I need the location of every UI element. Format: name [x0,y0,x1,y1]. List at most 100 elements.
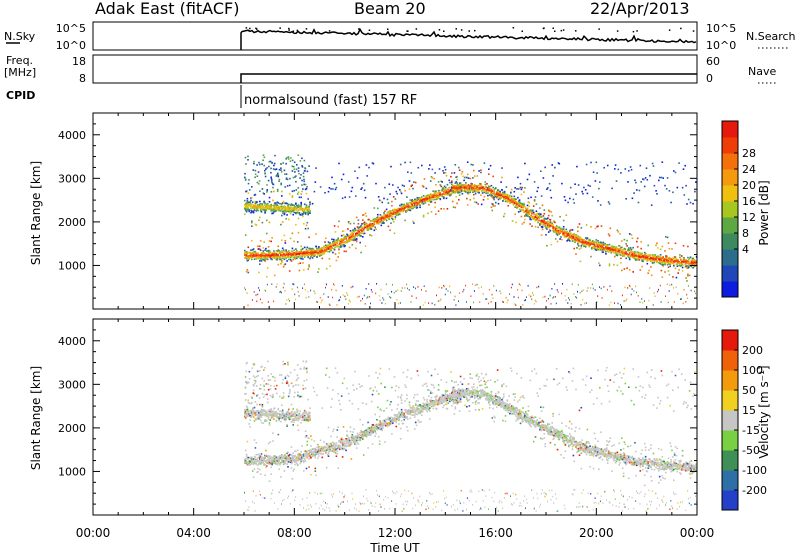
power-echo [299,207,302,210]
power-echo [496,192,499,194]
power-echo [578,240,581,242]
power-echo [466,204,469,206]
velocity-echo [251,458,254,461]
power-echo [288,253,290,256]
power-echo [295,248,297,250]
power-echo [584,302,585,305]
power-echo [249,256,251,259]
power-echo [598,243,600,246]
power-echo [336,239,339,242]
power-echo [468,189,471,192]
power-echo [357,219,360,221]
power-echo [667,257,670,260]
power-echo [583,289,585,291]
velocity-echo [268,456,271,459]
power-echo [258,183,260,185]
power-echo [283,213,286,215]
power-echo [327,247,330,250]
velocity-echo [270,466,272,469]
power-echo [490,189,493,192]
velocity-echo [277,407,280,410]
power-echo [409,201,412,204]
power-echo [285,158,287,160]
power-echo [328,258,331,260]
power-echo [525,213,528,216]
power-echo [455,195,457,198]
power-echo [456,185,458,187]
power-echo [488,188,490,191]
power-echo [267,246,270,248]
power-echo [331,288,333,291]
power-echo [270,255,272,258]
power-echo [353,230,355,232]
power-echo [604,242,606,245]
power-echo [681,260,684,263]
power-echo [340,243,342,245]
power-echo [627,181,629,183]
velocity-echo [273,462,276,464]
power-echo [271,212,273,215]
power-echo [542,177,545,179]
power-echo [419,199,421,202]
power-echo [473,201,476,203]
velocity-echo [256,418,258,421]
power-echo [558,162,561,165]
power-echo [258,205,260,208]
power-echo [261,188,264,190]
velocity-echo [246,414,249,416]
velocity-echo [244,413,247,415]
power-echo [339,246,341,248]
power-echo [647,254,649,256]
power-echo [285,303,287,305]
velocity-echo [256,414,258,417]
power-echo [496,190,499,193]
power-echo [288,218,290,221]
power-echo [274,154,276,157]
power-echo [404,189,406,192]
power-echo [582,192,584,195]
power-echo [494,188,496,190]
power-echo [263,257,265,259]
power-echo [531,212,533,215]
velocity-echo [257,453,259,456]
power-echo [577,184,580,186]
power-echo [295,252,297,255]
power-echo [287,204,289,207]
power-echo [295,254,297,257]
power-echo [277,245,280,248]
power-echo [451,190,454,193]
power-echo [589,243,591,245]
power-echo [282,255,285,257]
power-ylabel: Slant Range [km] [29,161,43,265]
velocity-echo [245,411,248,413]
velocity-echo [259,473,262,475]
power-echo [439,193,442,196]
power-echo [609,227,612,230]
velocity-echo [278,468,280,470]
power-echo [460,190,463,192]
power-echo [368,218,370,221]
power-echo [421,197,423,200]
power-echo [334,246,337,248]
power-echo [251,196,253,199]
power-echo [643,251,646,254]
power-echo [303,180,305,183]
power-echo [303,283,305,286]
power-echo [624,252,627,255]
power-echo [410,199,413,201]
velocity-echo [246,462,249,465]
power-echo [597,240,599,242]
power-echo [360,300,362,302]
power-echo [363,232,366,235]
power-echo [436,197,438,199]
power-echo [592,240,595,243]
power-echo [547,297,549,300]
velocity-echo [260,461,263,464]
power-echo [386,216,389,218]
power-echo [257,252,259,255]
power-echo [302,175,305,178]
power-echo [561,229,563,232]
power-echo [560,229,562,231]
power-echo [410,185,413,187]
power-echo [264,204,266,206]
